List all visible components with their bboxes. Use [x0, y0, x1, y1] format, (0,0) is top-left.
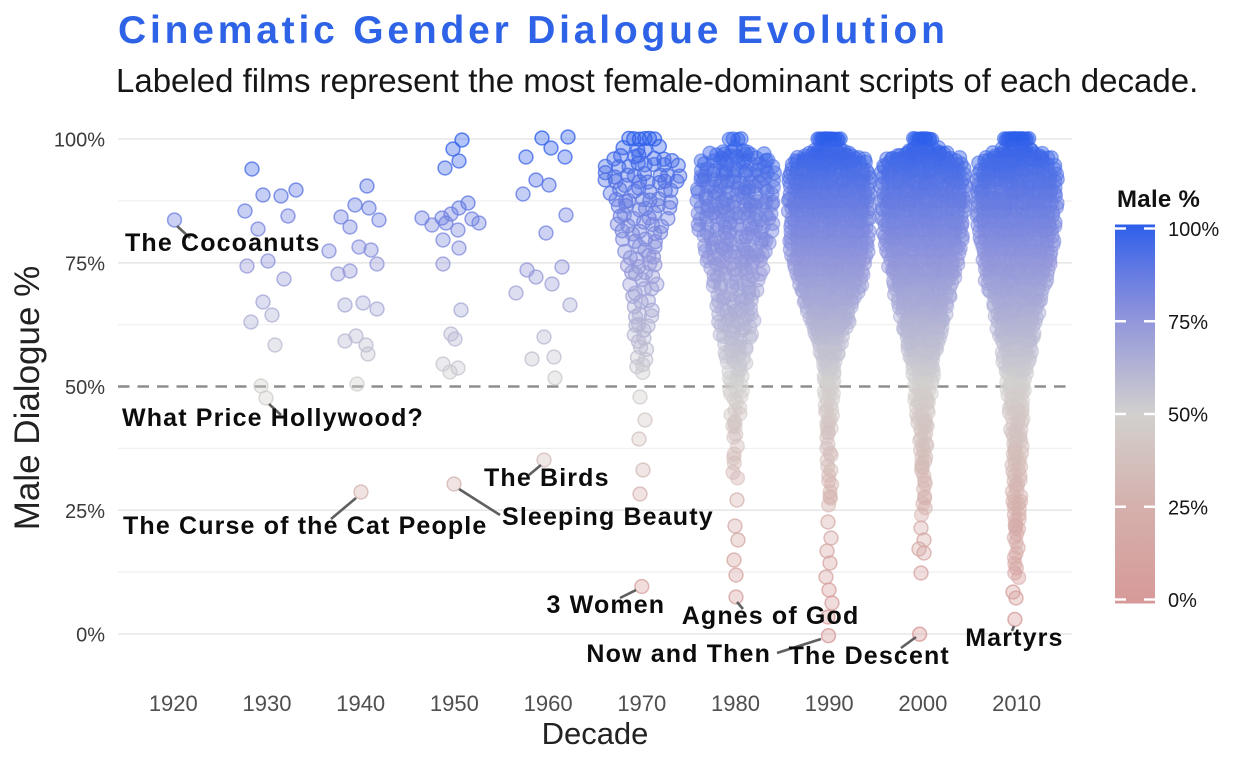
svg-text:Now and Then: Now and Then — [586, 640, 771, 668]
svg-text:1980: 1980 — [711, 691, 760, 716]
svg-text:2000: 2000 — [898, 691, 947, 716]
svg-text:Martyrs: Martyrs — [965, 624, 1063, 652]
svg-text:0%: 0% — [76, 625, 105, 647]
svg-text:1960: 1960 — [524, 691, 573, 716]
svg-text:2010: 2010 — [992, 691, 1041, 716]
svg-text:25%: 25% — [65, 501, 105, 523]
svg-text:What Price Hollywood?: What Price Hollywood? — [122, 404, 424, 432]
svg-text:100%: 100% — [54, 130, 105, 152]
svg-text:1920: 1920 — [149, 691, 198, 716]
svg-text:Sleeping Beauty: Sleeping Beauty — [502, 503, 714, 531]
svg-text:100%: 100% — [1168, 219, 1219, 241]
svg-text:Male %: Male % — [1117, 186, 1200, 213]
svg-text:0%: 0% — [1168, 590, 1197, 612]
svg-text:The Descent: The Descent — [789, 642, 950, 670]
svg-text:3 Women: 3 Women — [547, 591, 666, 619]
svg-text:1940: 1940 — [336, 691, 385, 716]
svg-text:50%: 50% — [1168, 405, 1208, 427]
svg-text:The Birds: The Birds — [484, 464, 610, 492]
svg-text:75%: 75% — [65, 253, 105, 275]
svg-text:75%: 75% — [1168, 312, 1208, 334]
svg-text:1990: 1990 — [805, 691, 854, 716]
svg-text:1970: 1970 — [617, 691, 666, 716]
svg-text:The Curse of the Cat People: The Curse of the Cat People — [123, 512, 487, 540]
svg-text:Cinematic Gender Dialogue Evol: Cinematic Gender Dialogue Evolution — [118, 9, 949, 52]
svg-text:1930: 1930 — [243, 691, 292, 716]
svg-text:Male Dialogue %: Male Dialogue % — [8, 266, 47, 531]
svg-text:Labeled films represent the mo: Labeled films represent the most female-… — [116, 62, 1198, 99]
svg-text:Agnes of God: Agnes of God — [682, 602, 860, 630]
svg-text:50%: 50% — [65, 377, 105, 399]
svg-text:The Cocoanuts: The Cocoanuts — [125, 229, 321, 257]
svg-text:1950: 1950 — [430, 691, 479, 716]
svg-text:25%: 25% — [1168, 497, 1208, 519]
svg-text:Decade: Decade — [542, 716, 649, 751]
